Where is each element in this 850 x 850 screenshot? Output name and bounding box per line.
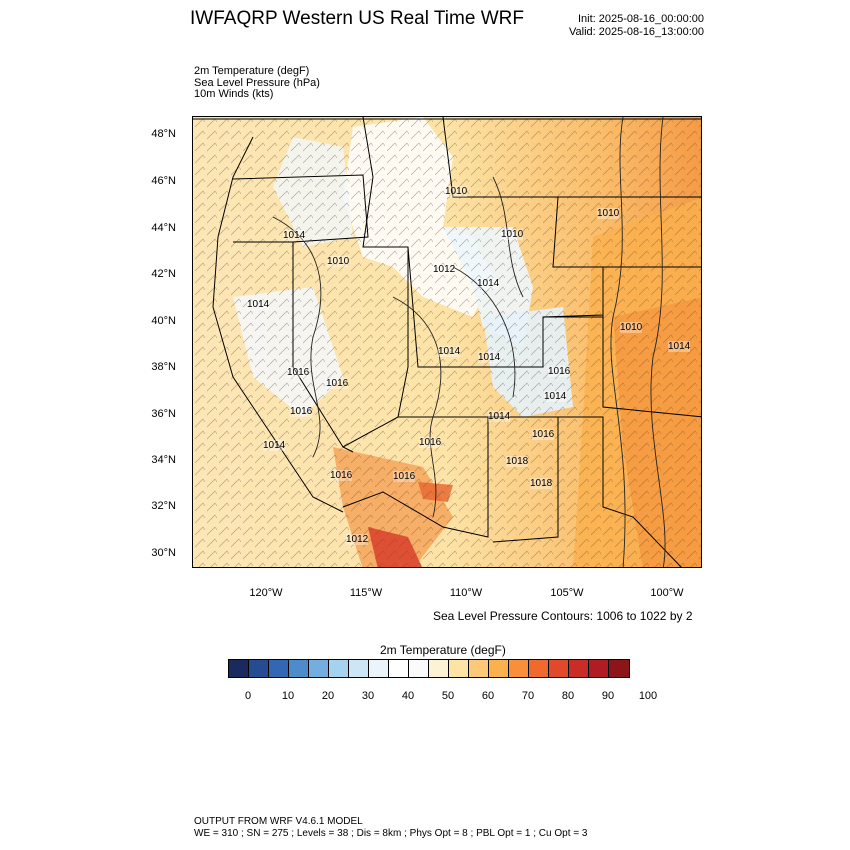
pressure-label: 1014 — [263, 440, 286, 451]
colorbar-swatch — [249, 660, 269, 677]
wind-barbs — [193, 117, 701, 567]
colorbar-swatch — [509, 660, 529, 677]
colorbar-swatch — [589, 660, 609, 677]
lat-label: 44°N — [151, 222, 176, 234]
colorbar-tick-label: 30 — [361, 690, 375, 702]
field-winds: 10m Winds (kts) — [194, 88, 274, 100]
colorbar-swatch — [409, 660, 429, 677]
colorbar-swatch — [449, 660, 469, 677]
pressure-label: 1010 — [445, 186, 468, 197]
pressure-label: 1010 — [597, 208, 620, 219]
pressure-label: 1014 — [477, 278, 500, 289]
lon-label: 105°W — [550, 587, 584, 599]
pressure-label: 1016 — [287, 367, 310, 378]
lat-label: 48°N — [151, 128, 176, 140]
colorbar-tick-label: 100 — [638, 690, 658, 702]
colorbar-tick-label: 40 — [401, 690, 415, 702]
lat-label: 40°N — [151, 315, 176, 327]
pressure-label: 1014 — [668, 341, 691, 352]
pressure-label: 1016 — [290, 406, 313, 417]
field-temperature: 2m Temperature (degF) — [194, 65, 310, 77]
pressure-label: 1016 — [532, 429, 555, 440]
colorbar-swatch — [229, 660, 249, 677]
model-footer: OUTPUT FROM WRF V4.6.1 MODEL WE = 310 ; … — [194, 816, 587, 840]
pressure-label: 1014 — [438, 346, 461, 357]
pressure-label: 1016 — [326, 378, 349, 389]
page-title: IWFAQRP Western US Real Time WRF — [190, 8, 524, 29]
pressure-label: 1016 — [419, 437, 442, 448]
run-times: Init: 2025-08-16_00:00:00 Valid: 2025-08… — [540, 13, 704, 39]
lat-label: 36°N — [151, 408, 176, 420]
lat-label: 34°N — [151, 454, 176, 466]
init-time: Init: 2025-08-16_00:00:00 — [578, 13, 704, 25]
map-canvas — [193, 117, 701, 567]
colorbar-tick-label: 20 — [321, 690, 335, 702]
lon-label: 115°W — [349, 587, 383, 599]
pressure-label: 1018 — [506, 456, 529, 467]
colorbar-swatch — [529, 660, 549, 677]
pressure-label: 1014 — [247, 299, 270, 310]
colorbar-tick-label: 10 — [281, 690, 295, 702]
colorbar-title: 2m Temperature (degF) — [380, 643, 506, 657]
colorbar-tick-label: 50 — [441, 690, 455, 702]
pressure-label: 1012 — [346, 534, 369, 545]
pressure-label: 1016 — [393, 471, 416, 482]
pressure-label: 1018 — [530, 478, 553, 489]
colorbar-swatch — [569, 660, 589, 677]
colorbar-swatch — [369, 660, 389, 677]
lat-label: 42°N — [151, 268, 176, 280]
colorbar-swatch — [469, 660, 489, 677]
pressure-contours — [272, 117, 666, 567]
weather-map — [192, 116, 702, 568]
pressure-label: 1010 — [327, 256, 350, 267]
colorbar-swatch — [609, 660, 629, 677]
pressure-label: 1016 — [330, 470, 353, 481]
lon-label: 100°W — [650, 587, 684, 599]
colorbar-swatch — [269, 660, 289, 677]
colorbar-swatch — [349, 660, 369, 677]
colorbar — [228, 659, 630, 678]
pressure-label: 1014 — [283, 230, 306, 241]
pressure-label: 1010 — [620, 322, 643, 333]
lat-label: 38°N — [151, 361, 176, 373]
colorbar-swatch — [309, 660, 329, 677]
colorbar-tick-label: 60 — [481, 690, 495, 702]
lat-label: 32°N — [151, 500, 176, 512]
colorbar-tick-label: 70 — [521, 690, 535, 702]
contour-note: Sea Level Pressure Contours: 1006 to 102… — [433, 609, 693, 623]
field-pressure: Sea Level Pressure (hPa) — [194, 76, 320, 89]
colorbar-swatch — [329, 660, 349, 677]
model-config: WE = 310 ; SN = 275 ; Levels = 38 ; Dis … — [194, 828, 588, 839]
colorbar-swatch — [389, 660, 409, 677]
lon-label: 120°W — [249, 587, 283, 599]
pressure-label: 1014 — [488, 411, 511, 422]
pressure-label: 1010 — [501, 229, 524, 240]
pressure-label: 1014 — [478, 352, 501, 363]
lon-label: 110°W — [449, 587, 483, 599]
model-name: OUTPUT FROM WRF V4.6.1 MODEL — [194, 816, 363, 827]
colorbar-tick-label: 0 — [244, 690, 252, 702]
colorbar-swatch — [489, 660, 509, 677]
colorbar-swatch — [289, 660, 309, 677]
valid-time: Valid: 2025-08-16_13:00:00 — [569, 26, 704, 38]
colorbar-swatch — [549, 660, 569, 677]
colorbar-tick-label: 90 — [601, 690, 615, 702]
colorbar-tick-label: 80 — [561, 690, 575, 702]
colorbar-swatch — [429, 660, 449, 677]
pressure-label: 1014 — [544, 391, 567, 402]
pressure-label: 1012 — [433, 264, 456, 275]
lat-label: 46°N — [151, 175, 176, 187]
field-list: 2m Temperature (degF) Sea Level Pressure… — [194, 65, 320, 101]
lat-label: 30°N — [151, 547, 176, 559]
pressure-label: 1016 — [548, 366, 571, 377]
